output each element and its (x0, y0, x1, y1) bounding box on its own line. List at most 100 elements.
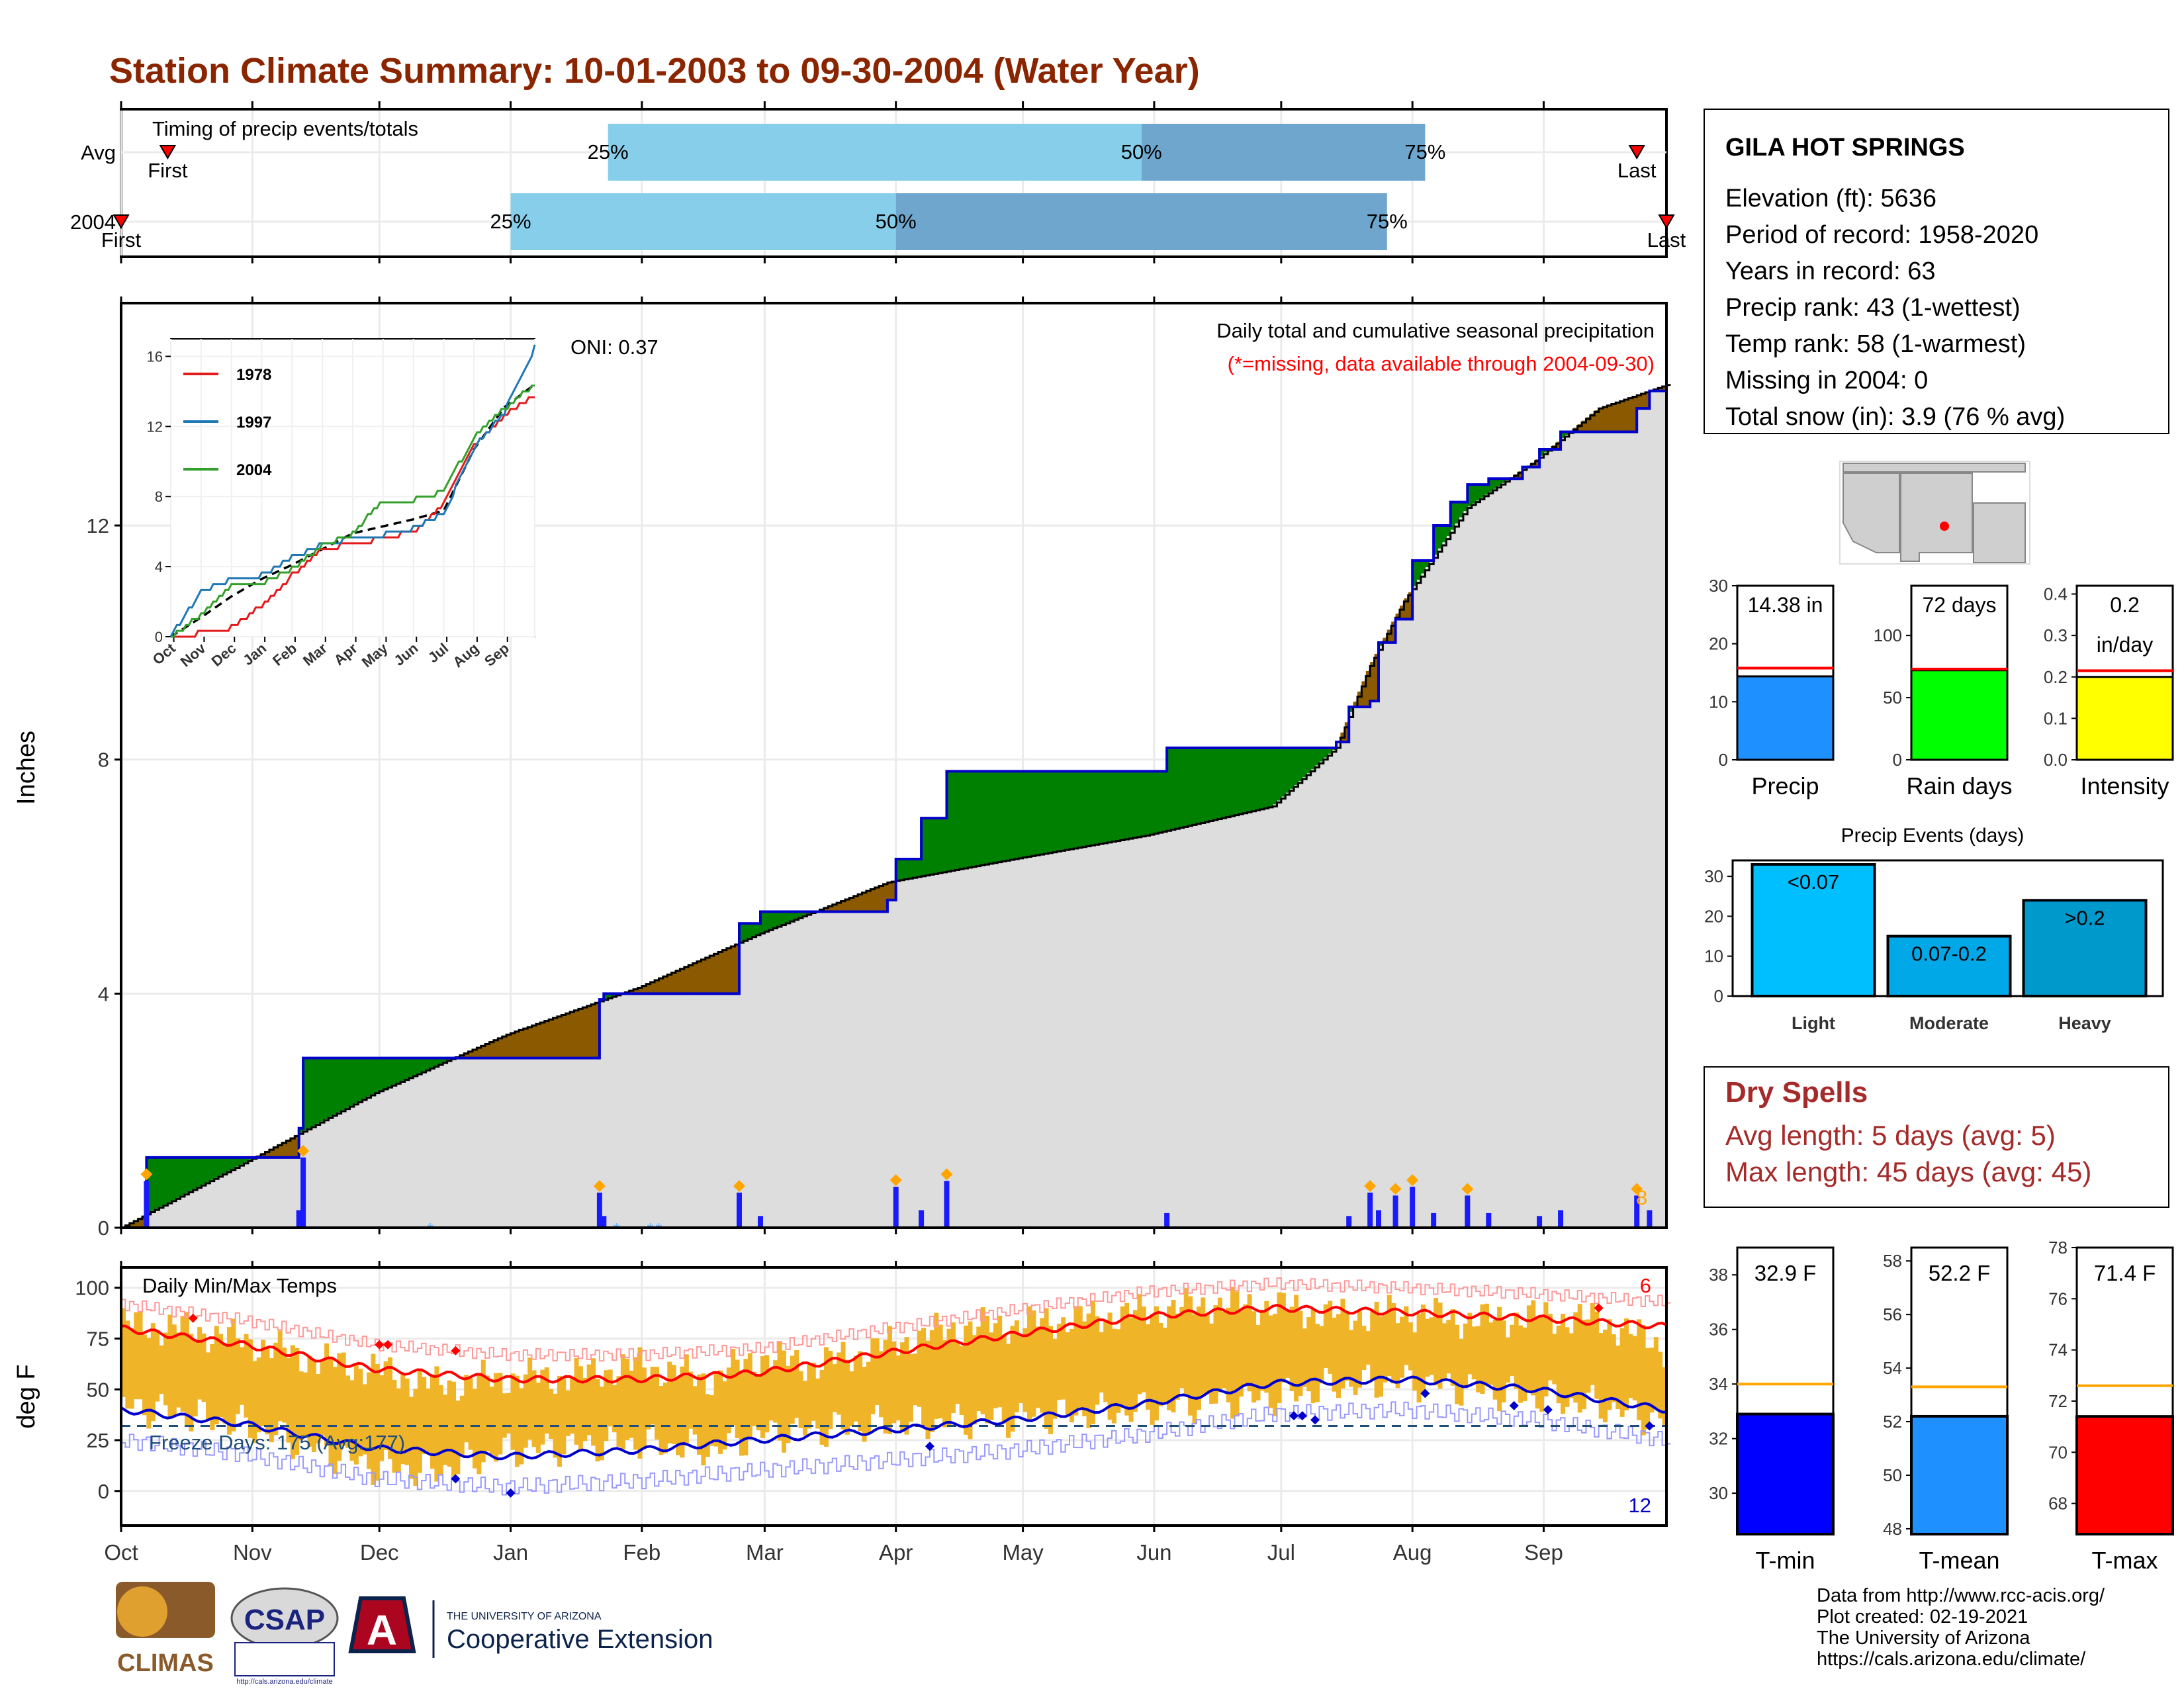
temp-daily-bar-276 (1285, 1311, 1290, 1378)
temp-daily-bar-137 (697, 1375, 702, 1455)
temp-daily-bar-348 (1590, 1303, 1595, 1385)
precip-departure-12 (167, 1158, 172, 1203)
precip-departure-354 (1615, 402, 1620, 432)
temp-summary-bar-0 (1737, 1414, 1833, 1534)
inset-ytick-label-2: 8 (155, 488, 163, 505)
precip-departure-110 (582, 1007, 587, 1058)
temp-daily-bar-19 (197, 1327, 202, 1399)
temp-daily-bar-292 (1353, 1321, 1358, 1395)
precip-departure-276 (1285, 748, 1290, 793)
temp-daily-bar-123 (637, 1348, 642, 1459)
temp-daily-bar-82 (464, 1375, 469, 1442)
temp-daily-bar-15 (181, 1316, 185, 1412)
precip-departure-45 (307, 1058, 312, 1128)
temp-daily-bar-26 (227, 1327, 232, 1435)
precip-departure-11 (163, 1158, 168, 1205)
station-line-2: Years in record: 63 (1725, 257, 1936, 285)
temp-daily-bar-171 (841, 1342, 846, 1430)
temp-daily-bar-165 (815, 1379, 820, 1429)
station-info-box: GILA HOT SPRINGS Elevation (ft): 5636Per… (1704, 109, 2169, 434)
map-new-mexico (1901, 473, 1972, 561)
temp-daily-bar-206 (989, 1332, 993, 1420)
summary-value-2: 0.2 (2110, 593, 2139, 617)
precip-departure-25 (223, 1158, 228, 1173)
temp-daily-bar-69 (409, 1396, 414, 1479)
temp-daily-bar-257 (1205, 1314, 1210, 1394)
timing-first-label-1: First (101, 228, 142, 251)
temp-daily-bar-234 (1108, 1312, 1113, 1420)
temp-daily-bar-314 (1446, 1320, 1451, 1373)
temp-daily-bar-230 (1091, 1301, 1095, 1424)
temp-daily-bar-214 (1023, 1328, 1028, 1412)
precip-departure-56 (354, 1058, 359, 1103)
inset-legend-label-2: 2004 (236, 461, 272, 479)
timing-p75-label-0: 75% (1404, 140, 1445, 163)
dry-spells-box: Dry Spells Avg length: 5 days (avg: 5) M… (1704, 1067, 2169, 1207)
events-value-label-1: 0.07-0.2 (1911, 942, 1987, 966)
precip-departure-144 (727, 947, 731, 993)
precip-departure-229 (1087, 771, 1091, 846)
temp-daily-bar-268 (1251, 1311, 1256, 1402)
temp-daily-bar-61 (375, 1364, 380, 1481)
precip-departure-241 (1137, 771, 1142, 837)
precip-departure-179 (875, 887, 880, 912)
temp-daily-bar-189 (917, 1331, 922, 1407)
timing-row-label-0: Avg (81, 141, 116, 164)
precip-departure-252 (1184, 748, 1189, 827)
summary-ytick-label-0-2: 20 (1709, 634, 1728, 654)
temp-summary-ytick-label-1-3: 54 (1883, 1358, 1902, 1378)
precip-departure-217 (1036, 771, 1040, 854)
temp-daily-bar-252 (1184, 1288, 1189, 1396)
summary-ytick-label-1-2: 100 (1874, 625, 1902, 645)
month-label-3: Jan (493, 1540, 528, 1565)
temp-daily-bar-77 (443, 1394, 447, 1465)
temp-daily-bar-330 (1514, 1312, 1519, 1389)
temp-daily-bar-179 (875, 1338, 880, 1405)
temp-daily-bar-79 (451, 1382, 456, 1477)
precip-departure-102 (549, 1019, 553, 1058)
temp-daily-bar-145 (731, 1349, 735, 1426)
climas-logo: CLIMAS (116, 1582, 215, 1677)
temp-daily-bar-225 (1069, 1329, 1074, 1422)
temp-daily-bar-220 (1048, 1326, 1053, 1434)
temp-summary-value-0: 32.9 F (1754, 1261, 1817, 1285)
temp-daily-bar-288 (1336, 1314, 1341, 1398)
temp-daily-bar-207 (993, 1323, 998, 1408)
precip-departure-231 (1095, 771, 1099, 844)
precip-departure-267 (1248, 748, 1252, 812)
temp-daily-bar-9 (155, 1330, 159, 1401)
temp-daily-bar-176 (862, 1367, 867, 1441)
temp-daily-bar-129 (663, 1383, 668, 1453)
temp-daily-bar-80 (455, 1400, 460, 1474)
precip-departure-69 (409, 1058, 414, 1077)
precip-departure-211 (1010, 771, 1015, 859)
temp-daily-bar-303 (1400, 1317, 1404, 1378)
temp-daily-bar-140 (709, 1395, 714, 1445)
precip-departure-281 (1306, 748, 1311, 773)
station-line-0: Elevation (ft): 5636 (1725, 185, 1936, 212)
precip-departure-138 (701, 958, 705, 993)
events-category-label-2: Heavy (2058, 1013, 2111, 1033)
precip-departure-156 (778, 912, 782, 926)
precip-departure-135 (688, 964, 693, 993)
temp-daily-bar-159 (790, 1355, 795, 1424)
precip-departure-242 (1142, 771, 1146, 836)
temp-daily-bar-30 (244, 1334, 249, 1418)
temp-daily-bar-269 (1255, 1325, 1260, 1400)
precip-departure-352 (1607, 405, 1612, 432)
inset-ytick-label-3: 12 (147, 418, 163, 435)
temp-daily-bar-350 (1599, 1333, 1604, 1418)
events-value-label-2: >0.2 (2064, 906, 2105, 929)
precip-departure-215 (1027, 771, 1032, 856)
map-texas (1974, 503, 2025, 563)
temp-daily-bar-243 (1146, 1324, 1150, 1410)
temp-daily-bar-76 (439, 1385, 443, 1476)
ua-big-text: Cooperative Extension (447, 1625, 713, 1654)
temp-daily-bar-254 (1193, 1314, 1197, 1423)
temp-daily-bar-148 (743, 1359, 748, 1455)
precip-daily-bar-15 (1410, 1187, 1415, 1228)
precip-departure-14 (176, 1158, 181, 1198)
timing-p75-label-1: 75% (1367, 210, 1408, 233)
temp-daily-bar-251 (1179, 1307, 1184, 1388)
